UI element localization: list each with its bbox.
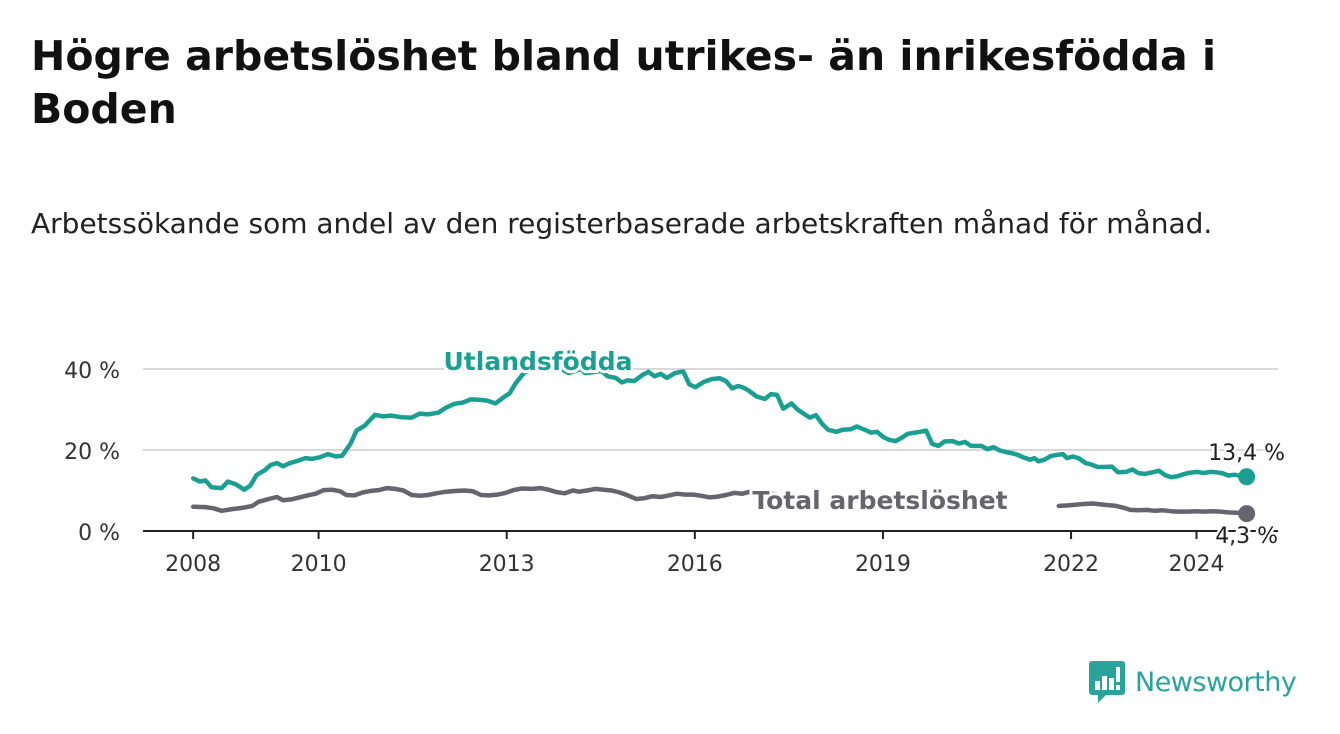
series-labels: Utlandsfödda Total arbetslöshet 13,4 % 4,3 … <box>441 344 1288 552</box>
chart-title: Högre arbetslöshet bland utrikes- än inr… <box>31 32 1216 133</box>
series-line-utlandsfodda <box>190 369 1249 492</box>
end-value-label-total: 4,3 % <box>1215 524 1278 549</box>
gridlines <box>143 368 1278 451</box>
x-axis-ticks: 2008 2010 2013 2016 2019 2022 2024 <box>143 530 1278 577</box>
end-value-label-utlandsfodda: 13,4 % <box>1208 441 1285 466</box>
y-tick-label: 40 % <box>64 359 120 384</box>
x-tick-label: 2013 <box>479 552 535 577</box>
x-tick-label: 2010 <box>291 552 347 577</box>
x-tick-label: 2008 <box>165 552 221 577</box>
x-tick-label: 2024 <box>1168 552 1224 577</box>
end-point-utlandsfodda <box>1238 468 1256 486</box>
series-lines <box>190 369 1256 523</box>
newsworthy-logo: Newsworthy <box>1089 661 1297 703</box>
y-axis-ticks: 0 % 20 % 40 % <box>64 359 120 546</box>
series-line-total <box>1056 501 1249 516</box>
brand-name: Newsworthy <box>1135 666 1297 698</box>
end-point-total <box>1238 505 1256 523</box>
series-label-total: Total arbetslöshet <box>752 486 1007 515</box>
x-tick-label: 2019 <box>855 552 911 577</box>
x-tick-label: 2022 <box>1043 552 1099 577</box>
y-tick-label: 20 % <box>64 440 120 465</box>
y-tick-label: 0 % <box>78 521 120 546</box>
newsworthy-chat-chart-icon <box>1089 661 1125 703</box>
x-tick-label: 2016 <box>667 552 723 577</box>
series-line-total <box>190 485 815 514</box>
series-label-utlandsfodda: Utlandsfödda <box>444 347 633 376</box>
chart-subtitle: Arbetssökande som andel av den registerb… <box>31 207 1213 240</box>
